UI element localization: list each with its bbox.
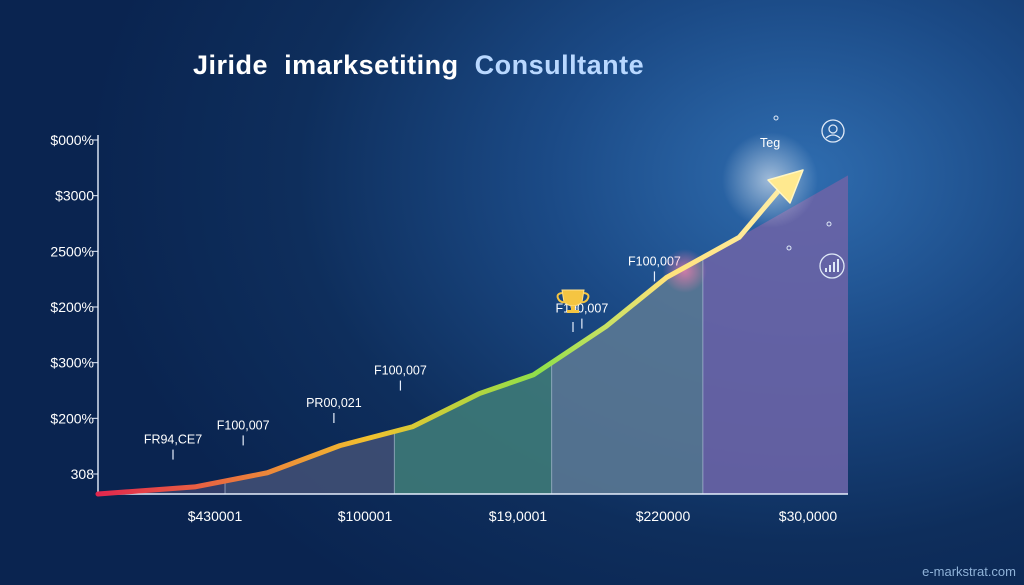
- annotation-label: F190,007: [555, 302, 608, 316]
- decorations: Teg: [556, 115, 845, 332]
- y-tick-label: $300%: [50, 355, 94, 371]
- x-tick-label: $100001: [338, 508, 393, 524]
- sparkle-2: [786, 245, 792, 251]
- y-tick-label: 2500%: [50, 243, 94, 259]
- y-tick-label: $3000: [55, 188, 94, 204]
- chart-title: Jiride imarksetiting Consulltante: [193, 50, 644, 81]
- watermark: e-markstrat.com: [922, 564, 1016, 579]
- shaded-region-3: [394, 175, 552, 494]
- region-dividers: [224, 257, 704, 494]
- y-tick-label: $200%: [50, 299, 94, 315]
- sparkle-1: [773, 115, 779, 121]
- x-tick-label: $430001: [188, 508, 243, 524]
- x-tick-label: $19,0001: [489, 508, 548, 524]
- bar-chart-circle-icon: [819, 253, 845, 279]
- axes: [97, 135, 848, 495]
- sparkle-3: [826, 221, 832, 227]
- y-axis-ticks: $000% $3000 2500% $200% $300% $200% 308: [50, 132, 98, 482]
- title-part-1: Jiride: [193, 50, 269, 80]
- trend-line: [95, 185, 784, 497]
- end-label: Teg: [760, 136, 780, 150]
- title-part-2: imarksetiting: [284, 50, 459, 80]
- trophy-icon: [556, 289, 590, 332]
- y-tick-label: 308: [71, 466, 95, 482]
- annotation-label: F100,007: [217, 418, 270, 432]
- person-circle-icon: [821, 119, 845, 143]
- annotation-label: PR00,021: [306, 396, 362, 410]
- y-tick-label: $200%: [50, 410, 94, 426]
- y-tick-label: $000%: [50, 132, 94, 148]
- x-tick-label: $220000: [636, 508, 691, 524]
- trend-line-layer: [95, 132, 818, 497]
- title-part-3: Consulltante: [474, 50, 645, 80]
- line-glow: [662, 248, 707, 293]
- x-tick-label: $30,0000: [779, 508, 838, 524]
- arrow-head: [767, 169, 804, 204]
- x-axis-ticks: $430001 $100001 $19,0001 $220000 $30,0000: [188, 508, 838, 524]
- annotation-label: FR94,CE7: [144, 433, 202, 447]
- annotation-label: F100,007: [374, 364, 427, 378]
